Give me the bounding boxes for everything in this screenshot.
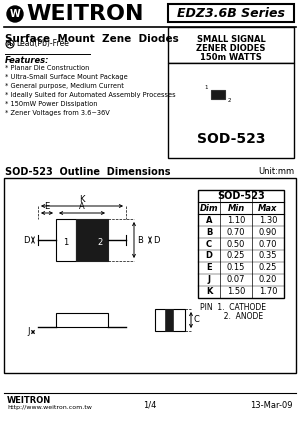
- Text: 1: 1: [63, 238, 68, 246]
- Text: K: K: [206, 287, 212, 297]
- Bar: [168, 4, 294, 22]
- Text: B: B: [137, 235, 143, 244]
- Text: * Ideally Suited for Automated Assembly Processes: * Ideally Suited for Automated Assembly …: [5, 92, 175, 98]
- Text: K: K: [79, 195, 85, 204]
- Text: 0.70: 0.70: [259, 240, 277, 249]
- Text: SOD-523: SOD-523: [217, 191, 265, 201]
- Bar: [168, 63, 294, 158]
- Text: B: B: [206, 227, 212, 236]
- Text: 0.25: 0.25: [227, 252, 245, 261]
- Text: Features:: Features:: [5, 56, 50, 65]
- Text: W: W: [10, 9, 20, 19]
- Text: Unit:mm: Unit:mm: [258, 167, 294, 176]
- Text: SOD-523  Outline  Dimensions: SOD-523 Outline Dimensions: [5, 167, 170, 177]
- Text: 2.  ANODE: 2. ANODE: [200, 312, 263, 321]
- Text: A: A: [206, 215, 212, 224]
- Bar: [155, 309, 185, 331]
- Bar: [76, 219, 108, 261]
- Text: http://www.weitron.com.tw: http://www.weitron.com.tw: [7, 405, 92, 410]
- Text: * Ultra-Small Surface Mount Package: * Ultra-Small Surface Mount Package: [5, 74, 128, 80]
- Bar: [56, 313, 108, 327]
- Text: 1.50: 1.50: [227, 287, 245, 297]
- Text: * General purpose, Medium Current: * General purpose, Medium Current: [5, 83, 124, 89]
- Bar: [165, 309, 173, 331]
- Text: Surface  Mount  Zene  Diodes: Surface Mount Zene Diodes: [5, 34, 179, 44]
- Text: ZENER DIODES: ZENER DIODES: [196, 44, 266, 53]
- Text: 2: 2: [98, 238, 103, 246]
- Text: 1: 1: [205, 85, 208, 90]
- Text: 0.15: 0.15: [227, 264, 245, 272]
- Text: D: D: [153, 235, 160, 244]
- Text: 1.10: 1.10: [227, 215, 245, 224]
- Text: EDZ3.6B Series: EDZ3.6B Series: [177, 6, 285, 20]
- Text: 0.25: 0.25: [259, 264, 277, 272]
- Text: Dim: Dim: [200, 204, 218, 212]
- Text: A: A: [79, 202, 85, 211]
- Text: E: E: [206, 264, 212, 272]
- Text: Min: Min: [227, 204, 244, 212]
- Text: 0.50: 0.50: [227, 240, 245, 249]
- Text: PIN  1.  CATHODE: PIN 1. CATHODE: [200, 303, 266, 312]
- Text: 2: 2: [228, 98, 232, 103]
- Text: 13-Mar-09: 13-Mar-09: [250, 401, 293, 410]
- Text: 1.70: 1.70: [259, 287, 277, 297]
- Circle shape: [7, 6, 23, 22]
- Text: 1.30: 1.30: [259, 215, 277, 224]
- Bar: [198, 190, 284, 298]
- Bar: [56, 219, 76, 261]
- Text: Lead(Pb)-Free: Lead(Pb)-Free: [16, 39, 69, 48]
- Text: 1/4: 1/4: [143, 401, 157, 410]
- Text: Max: Max: [258, 204, 278, 212]
- Text: 0.35: 0.35: [259, 252, 277, 261]
- Text: WEITRON: WEITRON: [7, 396, 51, 405]
- Text: WEITRON: WEITRON: [26, 4, 143, 24]
- Text: 0.20: 0.20: [259, 275, 277, 284]
- Text: * Planar Die Construction: * Planar Die Construction: [5, 65, 89, 71]
- Text: D: D: [23, 235, 30, 244]
- Text: * Zener Voltages from 3.6~36V: * Zener Voltages from 3.6~36V: [5, 110, 110, 116]
- Text: Pb: Pb: [6, 42, 14, 46]
- Text: E: E: [44, 202, 50, 211]
- Text: D: D: [206, 252, 212, 261]
- Text: SOD-523: SOD-523: [197, 132, 265, 146]
- Bar: [211, 90, 225, 99]
- Text: J: J: [28, 328, 30, 337]
- Text: 0.90: 0.90: [259, 227, 277, 236]
- Text: * 150mW Power Dissipation: * 150mW Power Dissipation: [5, 101, 98, 107]
- Text: SMALL SIGNAL: SMALL SIGNAL: [196, 35, 266, 44]
- Text: J: J: [208, 275, 211, 284]
- Bar: [168, 27, 294, 63]
- Text: C: C: [194, 315, 200, 325]
- Text: C: C: [206, 240, 212, 249]
- Bar: [4, 178, 296, 373]
- Text: 0.70: 0.70: [227, 227, 245, 236]
- Text: 0.07: 0.07: [227, 275, 245, 284]
- Text: 150m WATTS: 150m WATTS: [200, 53, 262, 62]
